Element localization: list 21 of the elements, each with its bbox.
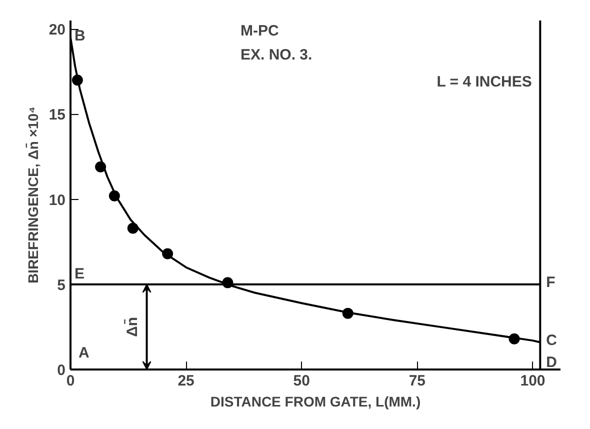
x-tick-label: 100 <box>520 372 546 390</box>
annotation: EX. NO. 3. <box>240 46 312 64</box>
annotation: M-PC <box>240 22 279 40</box>
y-tick-label: 0 <box>57 362 66 379</box>
x-tick-label: 75 <box>408 372 426 390</box>
y-tick-label: 10 <box>48 192 66 209</box>
annotation: F <box>546 274 556 291</box>
annotation: Δn̄ <box>124 316 141 337</box>
annotation: A <box>78 344 90 362</box>
x-tick-label: 25 <box>178 372 194 390</box>
annotation: E <box>74 265 85 282</box>
x-axis-title: DISTANCE FROM GATE, L(MM.) <box>210 394 421 410</box>
y-tick-label: 15 <box>48 106 66 124</box>
annotation: D <box>546 354 558 371</box>
annotation: C <box>546 332 558 349</box>
y-axis-title: BIREFRINGENCE, Δn̄ ×10⁴ <box>24 106 41 284</box>
x-tick-label: 50 <box>293 372 310 390</box>
annotation: L = 4 INCHES <box>436 73 532 90</box>
y-tick-label: 5 <box>57 276 66 294</box>
annotation: B <box>74 28 86 45</box>
y-tick-label: 20 <box>48 22 66 39</box>
